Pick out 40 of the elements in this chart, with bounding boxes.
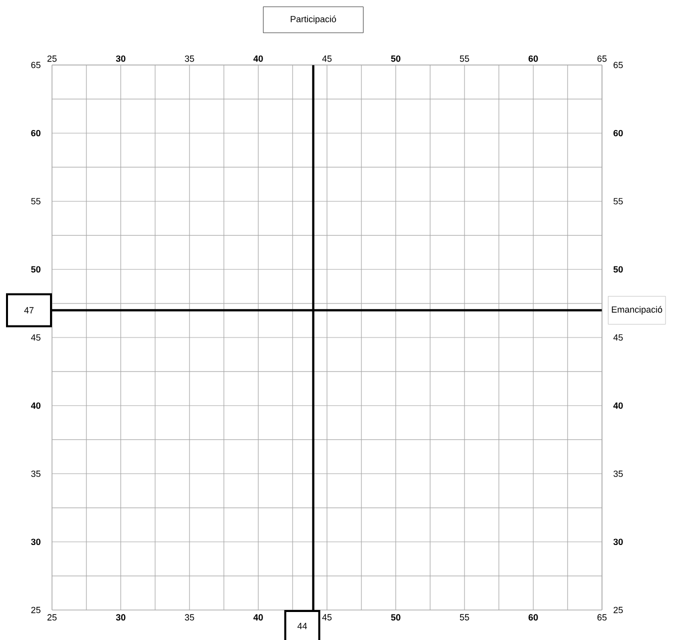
y2-tick-label: 30 — [613, 538, 623, 546]
x2-tick-label: 50 — [391, 614, 400, 621]
y-tick-label: 65 — [31, 62, 40, 68]
x2-tick-label: 60 — [528, 614, 538, 621]
x2-tick-label: 65 — [597, 614, 607, 621]
x2-axis-title: Participació — [290, 16, 336, 24]
y-tick-label: 45 — [31, 334, 40, 341]
y2-tick-label: 40 — [613, 402, 623, 409]
x-tick-label: 25 — [47, 55, 57, 62]
y2-tick-label: 60 — [614, 130, 623, 136]
y-tick-label: 25 — [31, 606, 40, 614]
y2-tick-label: 35 — [614, 470, 623, 477]
x2-tick-label: 25 — [47, 614, 57, 621]
y-tick-label: 50 — [31, 266, 40, 273]
y2-tick-label: 55 — [614, 198, 623, 204]
x-tick-label: 55 — [460, 56, 470, 62]
y-tick-label: 30 — [31, 538, 40, 546]
x-tick-label: 60 — [528, 55, 538, 62]
x2-tick-label: 30 — [116, 614, 126, 621]
x-tick-label: 40 — [253, 55, 263, 62]
x-tick-label: 45 — [322, 56, 332, 62]
y-tick-label: 60 — [31, 130, 40, 136]
y2-tick-label: 65 — [614, 62, 623, 68]
y-tick-label: 55 — [31, 198, 40, 204]
x-tick-label: 30 — [116, 55, 126, 62]
x2-tick-label: 55 — [460, 614, 470, 620]
y2-tick-label: 45 — [613, 334, 623, 341]
ref-line-label: 44 — [297, 622, 307, 630]
ref-line-label: 47 — [24, 307, 34, 314]
y2-tick-label: 25 — [614, 606, 623, 614]
x-tick-label: 50 — [391, 55, 400, 62]
x2-tick-label: 40 — [253, 614, 263, 621]
y2-tick-label: 50 — [613, 266, 623, 273]
x2-tick-label: 35 — [184, 614, 194, 621]
y-tick-label: 35 — [31, 470, 40, 477]
y-tick-label: 40 — [30, 402, 40, 409]
y2-axis-title: Emancipació — [612, 306, 662, 314]
x-tick-label: 65 — [597, 55, 607, 62]
x-tick-label: 35 — [184, 55, 194, 62]
x2-tick-label: 45 — [322, 614, 332, 620]
